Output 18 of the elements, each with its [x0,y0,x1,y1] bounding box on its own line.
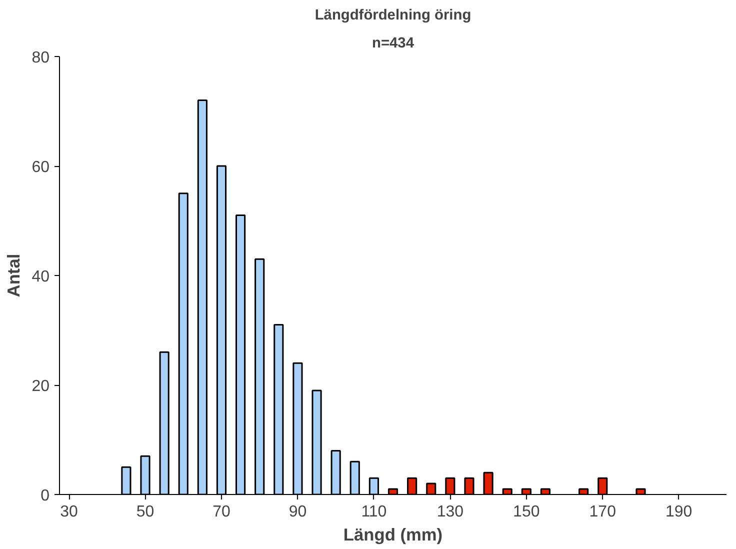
y-tick-label: 40 [32,268,50,286]
x-tick-label: 150 [513,504,540,520]
x-tick-label: 170 [589,504,616,520]
y-tick-label: 60 [32,159,50,176]
y-tick-label: 0 [40,488,50,504]
chart-subtitle: n=434 [372,36,415,52]
x-axis-title: Längd (mm) [343,524,443,544]
x-tick-label: 190 [666,504,692,520]
x-tick-label: 110 [361,504,387,520]
x-tick-label: 50 [136,504,154,520]
y-tick-label: 80 [32,50,50,66]
x-tick-label: 90 [288,504,307,520]
chart-title: Längdfördelning öring [314,8,472,24]
x-tick-label: 30 [60,504,78,520]
x-tick-label: 130 [436,504,464,520]
y-tick-label: 20 [32,378,50,395]
x-tick-label: 70 [212,504,230,520]
y-axis-title: Antal [4,254,24,298]
